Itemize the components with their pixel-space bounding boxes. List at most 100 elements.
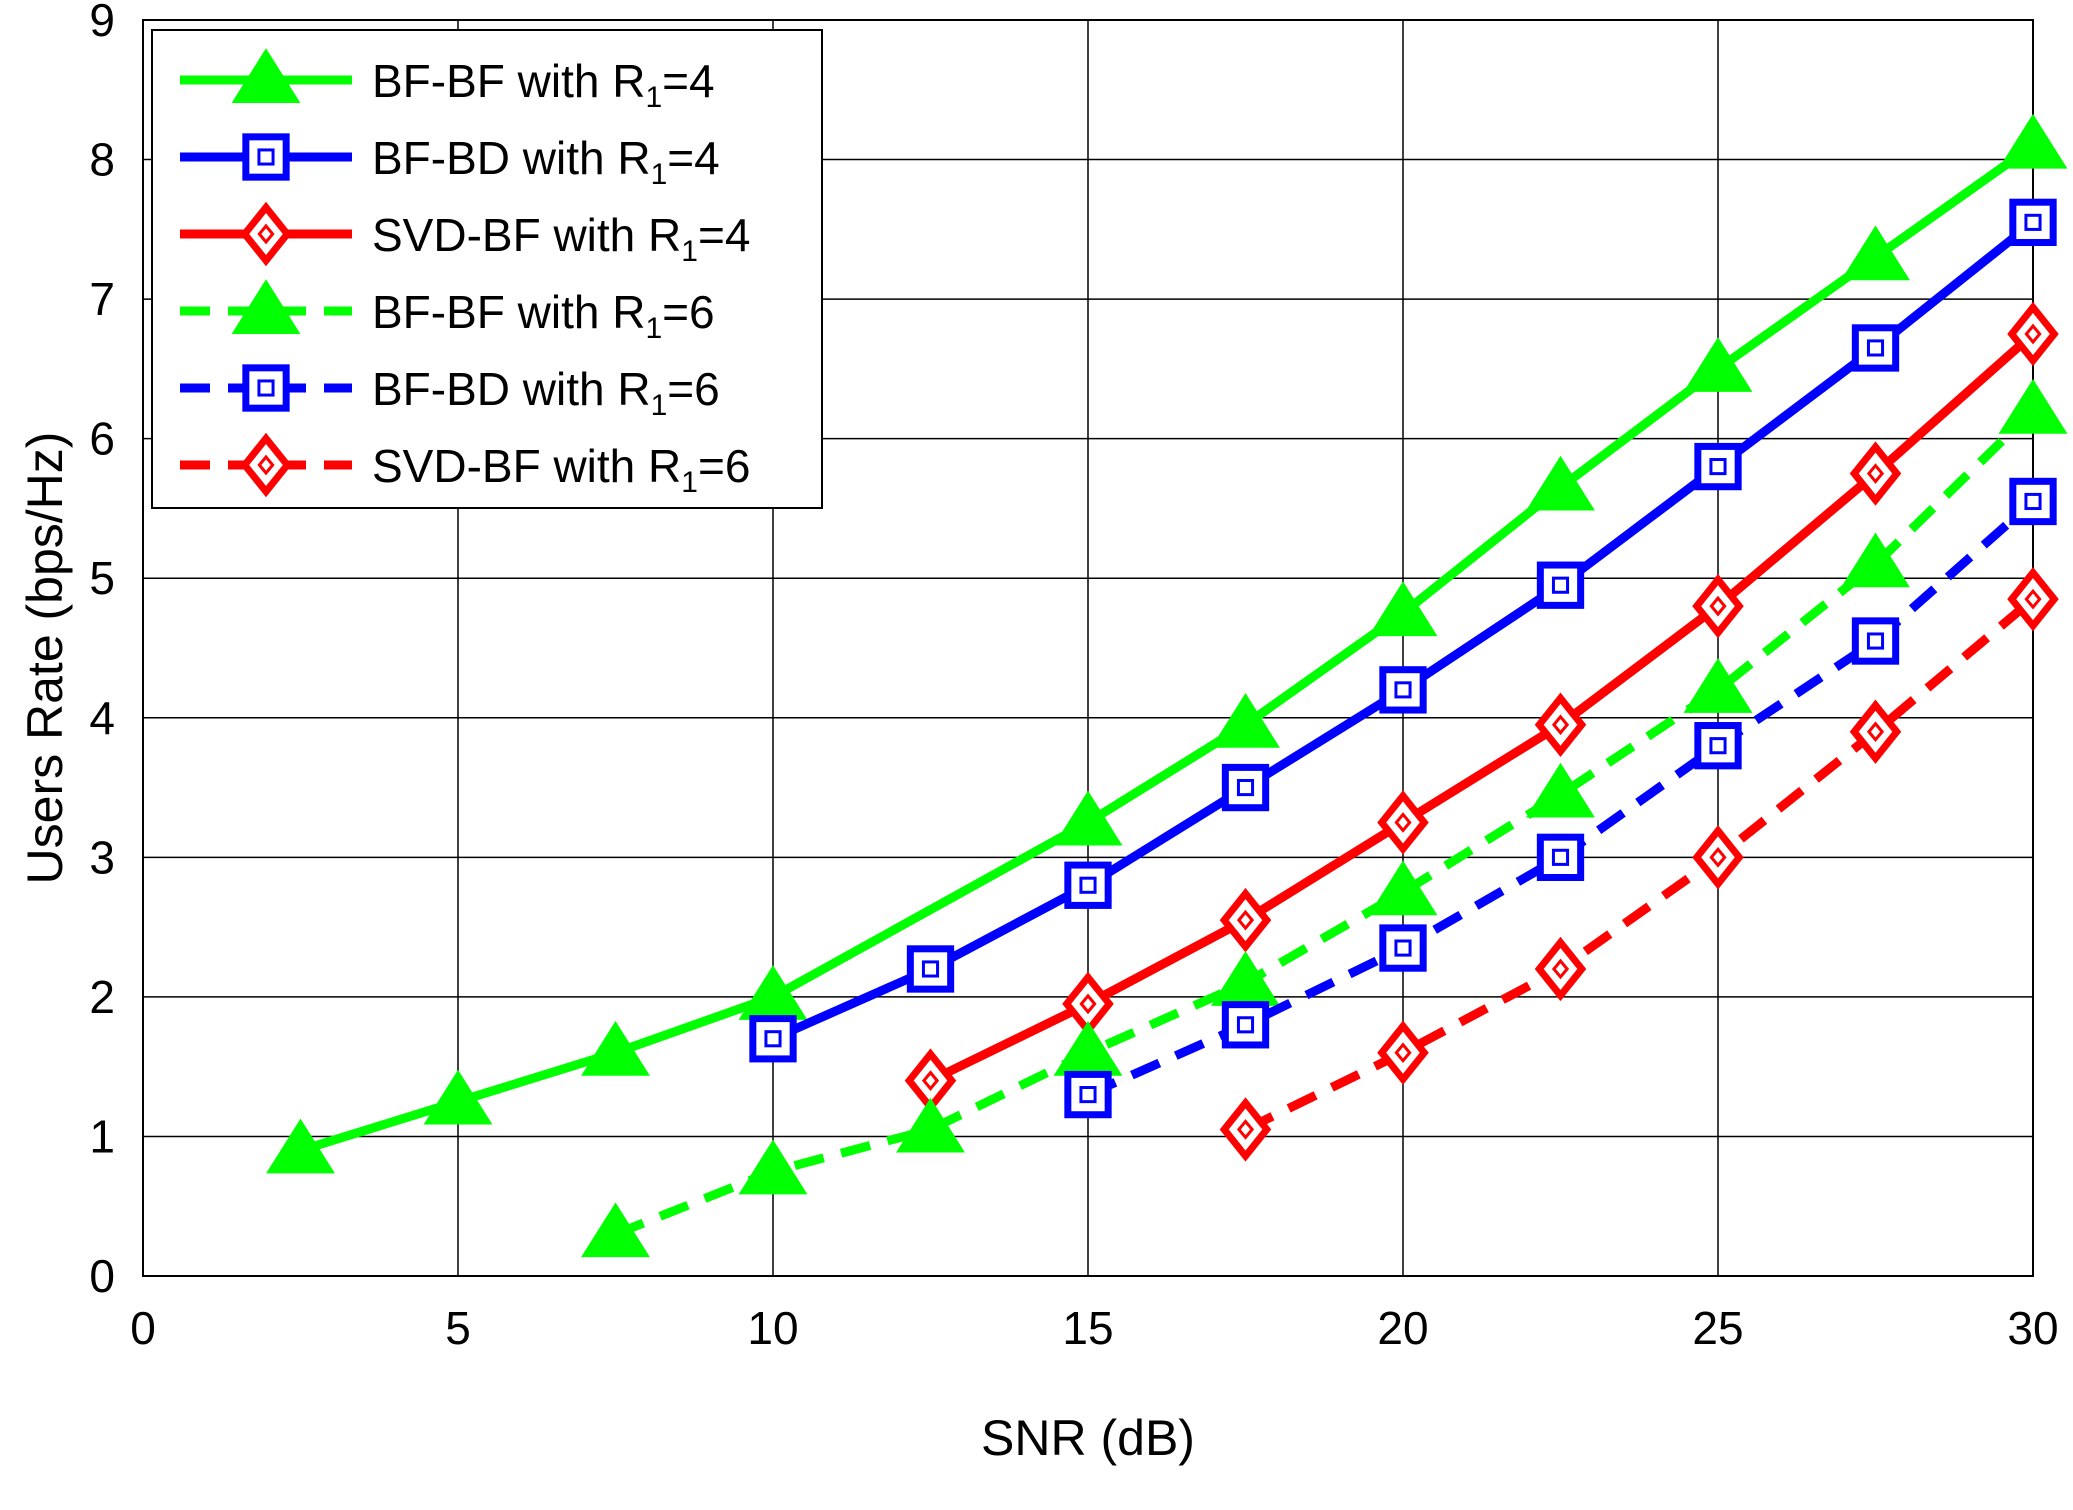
diamond-marker-outer [1534,936,1587,1002]
x-axis-label: SNR (dB) [981,1410,1195,1466]
legend-label-tail: =4 [698,209,750,261]
diamond-marker-outer [1377,1020,1429,1085]
x-tick-label: 15 [1062,1302,1113,1354]
legend-label: SVD-BF with R1=4 [372,209,750,268]
diamond-marker [2007,301,2059,367]
square-marker-outer [1851,617,1900,665]
square-marker-inner [1866,632,1885,650]
series-0 [266,113,2068,1174]
legend-box [151,29,823,509]
square-marker-outer [1379,924,1427,972]
legend-item: BF-BF with R1=4 [180,48,715,114]
x-axis-ticks: 0 5 10 15 20 25 30 [130,1302,2058,1354]
square-marker-inner [1709,737,1727,755]
y-tick-label: 3 [89,831,115,883]
legend-label-sub: 1 [651,389,668,422]
diamond-marker-inner [1866,463,1885,484]
square-marker [1536,561,1585,609]
diamond-marker [1219,887,1272,953]
y-tick-label: 6 [89,413,115,465]
diamond-marker-inner [1709,847,1727,868]
square-marker-outer [242,133,290,181]
legend-label: BF-BF with R1=6 [372,286,715,345]
legend-label-tail: =6 [662,286,714,338]
square-marker [242,133,290,181]
x-tick-label: 0 [130,1302,156,1354]
square-marker [1064,861,1112,909]
square-marker-inner [921,960,940,978]
diamond-marker-outer [1692,573,1744,639]
square-marker-outer [1694,722,1742,770]
square-marker-outer [749,1015,797,1063]
diamond-marker-outer [1692,825,1744,890]
legend-label-sub: 1 [645,312,662,345]
triangle-marker [1526,455,1595,511]
y-tick-label: 4 [89,692,115,744]
series-5 [1219,566,2059,1162]
x-tick-label: 25 [1692,1302,1743,1354]
y-tick-label: 5 [89,552,115,604]
square-marker-outer [1536,561,1585,609]
square-marker [1064,1070,1112,1119]
legend-label: BF-BD with R1=6 [372,363,720,422]
square-marker-outer [1064,861,1112,909]
legend-label-tail: =6 [667,363,719,415]
legend-label-tail: =4 [667,132,719,184]
square-marker [749,1015,797,1063]
legend-label-main: BF-BD with R [372,132,651,184]
triangle-marker [266,1118,335,1174]
diamond-marker-outer [1849,699,1902,764]
diamond-marker-inner [257,223,275,245]
legend-label-sub: 1 [681,466,698,499]
square-marker-inner [1866,339,1885,357]
series-1 [749,198,2057,1063]
y-tick-label: 7 [89,273,115,325]
square-marker-outer [1064,1070,1112,1119]
diamond-marker-inner [1709,595,1727,617]
legend-item: SVD-BF with R1=4 [180,201,750,268]
triangle-marker [581,1020,650,1076]
diamond-marker-outer [2007,566,2059,632]
diamond-marker [240,432,292,498]
square-marker [1536,833,1585,881]
square-marker [1221,1001,1270,1049]
square-marker-inner [764,1030,782,1048]
diamond-marker-outer [240,432,292,498]
square-marker [242,364,290,412]
triangle-marker [1841,532,1910,588]
square-marker-inner [1551,848,1570,866]
diamond-marker-inner [1236,1119,1255,1140]
diamond-marker [1534,936,1587,1002]
diamond-marker-inner [1551,714,1570,736]
square-marker-outer [1694,442,1742,491]
diamond-marker-inner [1079,993,1097,1015]
diamond-marker [240,201,292,267]
square-marker-outer [242,364,290,412]
y-tick-label: 1 [89,1110,115,1162]
diamond-marker [1692,825,1744,890]
square-marker-inner [257,148,275,166]
legend-label-main: BF-BD with R [372,363,651,415]
square-marker-outer [1536,833,1585,881]
square-marker-inner [1079,876,1097,894]
square-marker-inner [1079,1086,1097,1104]
triangle-marker [1053,790,1123,846]
triangle-marker [1841,225,1910,281]
series-line [1243,595,2036,1134]
legend-label-sub: 1 [681,235,698,268]
legend-label: BF-BF with R1=4 [372,55,715,114]
diamond-marker-inner [2024,588,2042,610]
diamond-marker-inner [257,454,275,476]
diamond-marker [1219,1097,1272,1162]
y-tick-label: 8 [89,134,115,186]
x-tick-label: 30 [2007,1302,2058,1354]
series-3 [581,378,2068,1258]
square-marker [1379,924,1427,972]
square-marker [906,945,955,993]
diamond-marker [1377,1020,1429,1085]
triangle-marker [1683,658,1753,713]
diamond-marker-outer [1219,1097,1272,1162]
square-marker-outer [1221,1001,1270,1049]
square-marker [2009,477,2057,526]
